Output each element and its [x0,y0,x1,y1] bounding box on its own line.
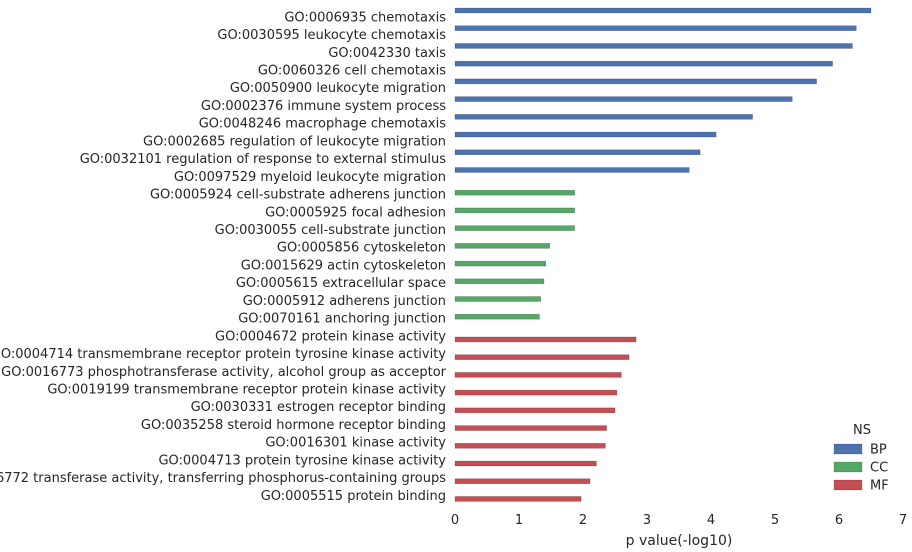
bar-mf [454,442,606,449]
bar-mf [454,407,616,414]
bar-mf [454,460,597,467]
category-label: GO:0019199 transmembrane receptor protei… [47,382,446,397]
bar-cc [454,296,542,302]
bar-bp [454,149,701,156]
category-label: GO:0016301 kinase activity [265,436,446,451]
category-label: GO:0004672 protein kinase activity [215,329,446,344]
category-label: GO:0005925 focal adhesion [265,205,446,220]
bar-cc [454,243,551,249]
legend-label-mf: MF [870,479,889,494]
legend-title: NS [853,423,871,438]
x-axis-ticks: 0 1 2 3 4 5 6 7 [451,513,907,528]
category-label: GO:0005924 cell-substrate adherens junct… [150,188,446,203]
bar-cc [454,260,547,267]
legend-swatch-mf [833,479,863,491]
category-label: GO:0030595 leukocyte chemotaxis [217,28,446,43]
category-labels: GO:0006935 chemotaxis GO:0030595 leukocyt… [0,10,447,503]
category-label: GO:0015629 actin cytoskeleton [241,258,446,273]
category-label: GO:0030331 estrogen receptor binding [191,400,446,415]
x-tick-label: 5 [771,513,779,528]
x-tick-label: 6 [835,513,843,528]
category-label: GO:0005515 protein binding [261,489,446,504]
bar-mf [454,372,622,378]
category-label: GO:0016773 phosphotransferase activity, … [1,365,446,380]
bar-mf [454,496,582,502]
legend-label-cc: CC [870,461,888,476]
bar-cc [454,278,545,285]
bar-bp [454,25,857,32]
x-tick-label: 3 [643,513,651,528]
bar-bp [454,96,793,102]
category-label: GO:0060326 cell chemotaxis [258,64,446,79]
legend-entries: BP CC MF [833,443,889,494]
bar-mf [454,336,637,343]
bar-bp [454,7,872,14]
category-label: GO:0005615 extracellular space [236,276,446,291]
category-label: GO:0070161 anchoring junction [238,312,446,327]
legend-swatch-cc [833,461,863,473]
bar-cc [454,225,575,231]
category-label: GO:0005856 cytoskeleton [277,241,446,256]
x-axis-title: p value(-log10) [626,533,733,549]
bars [454,7,872,502]
category-label: GO:0002376 immune system process [201,99,446,114]
bar-bp [454,131,717,138]
bar-cc [454,207,575,214]
bar-bp [454,60,833,67]
category-label: GO:0050900 leukocyte migration [230,81,446,96]
legend-swatch-bp [833,443,863,455]
x-tick-label: 7 [899,513,907,528]
category-label: GO:0005912 adherens junction [243,294,446,309]
bar-bp [454,43,853,49]
category-label: GO:0002685 regulation of leukocyte migra… [143,134,446,149]
bar-mf [454,354,630,360]
category-label: GO:0004714 transmembrane receptor protei… [0,347,446,362]
bar-mf [454,389,618,396]
x-tick-label: 1 [515,513,523,528]
category-label: GO:0004713 protein tyrosine kinase activ… [158,453,446,468]
category-label: GO:0006935 chemotaxis [284,10,446,25]
category-label: GO:0016772 transferase activity, transfe… [0,471,446,486]
legend-label-bp: BP [870,443,887,458]
bar-cc [454,189,575,196]
category-label: GO:0042330 taxis [328,46,446,61]
bar-mf [454,425,607,431]
bar-mf [454,478,591,485]
legend: NS BP CC MF [833,423,889,494]
x-tick-label: 2 [579,513,587,528]
bar-bp [454,78,817,85]
category-label: GO:0030055 cell-substrate junction [215,223,446,238]
bar-cc [454,313,540,320]
x-tick-label: 4 [707,513,715,528]
category-label: GO:0035258 steroid hormone receptor bind… [141,418,446,433]
x-tick-label: 0 [451,513,459,528]
category-label: GO:0048246 macrophage chemotaxis [199,117,446,132]
category-label: GO:0032101 regulation of response to ext… [80,152,447,167]
bar-bp [454,114,753,120]
category-label: GO:0097529 myeloid leukocyte migration [174,170,446,185]
bar-bp [454,167,690,173]
